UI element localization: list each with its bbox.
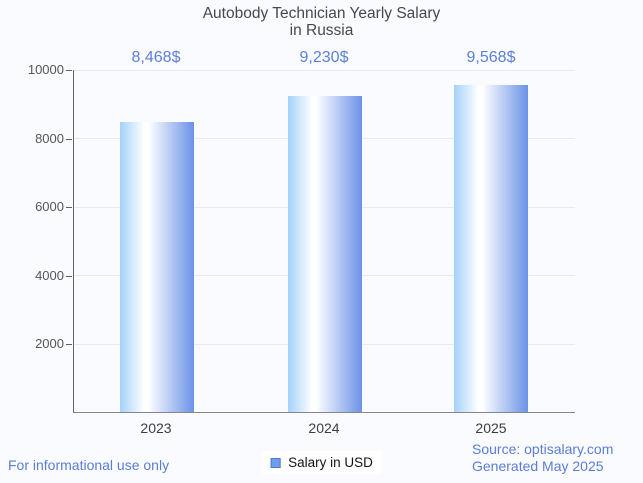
y-tick-label-10000: 10000: [27, 62, 64, 77]
y-tick-label-2000: 2000: [35, 336, 64, 351]
y-tick-mark: [66, 207, 72, 208]
plot-area: [73, 70, 575, 413]
source-text: Source: optisalary.com: [472, 441, 614, 457]
bar-2025[interactable]: [454, 84, 529, 412]
x-label-2024: 2024: [308, 420, 340, 436]
y-tick-mark: [66, 139, 72, 140]
x-label-2023: 2023: [140, 420, 172, 436]
y-tick-label-6000: 6000: [35, 199, 64, 214]
bar-2023[interactable]: [120, 122, 195, 412]
generated-text: Generated May 2025: [472, 457, 604, 474]
disclaimer-text: For informational use only: [8, 457, 170, 473]
chart-title-line1: Autobody Technician Yearly Salary: [202, 5, 441, 22]
gridline-10000: [74, 70, 575, 71]
y-tick-label-4000: 4000: [35, 268, 64, 283]
y-tick-mark: [66, 344, 72, 345]
y-tick-mark: [66, 70, 72, 71]
y-tick-label-8000: 8000: [35, 131, 64, 146]
bar-2024[interactable]: [287, 96, 362, 412]
chart-title-line2: in Russia: [289, 22, 354, 39]
legend-label: Salary in USD: [288, 455, 373, 470]
legend-swatch-icon: [270, 457, 281, 468]
y-tick-mark: [66, 276, 72, 277]
legend-item-salary-in-usd[interactable]: Salary in USD: [261, 451, 382, 474]
source-block: Source: optisalary.com Generated May 202…: [472, 441, 613, 474]
value-label-2024: 9,230$: [299, 49, 349, 66]
value-label-2025: 9,568$: [466, 49, 516, 66]
x-label-2025: 2025: [475, 420, 507, 436]
chart-title: Autobody Technician Yearly Salary in Rus…: [0, 5, 643, 39]
value-label-2023: 8,468$: [131, 49, 181, 66]
